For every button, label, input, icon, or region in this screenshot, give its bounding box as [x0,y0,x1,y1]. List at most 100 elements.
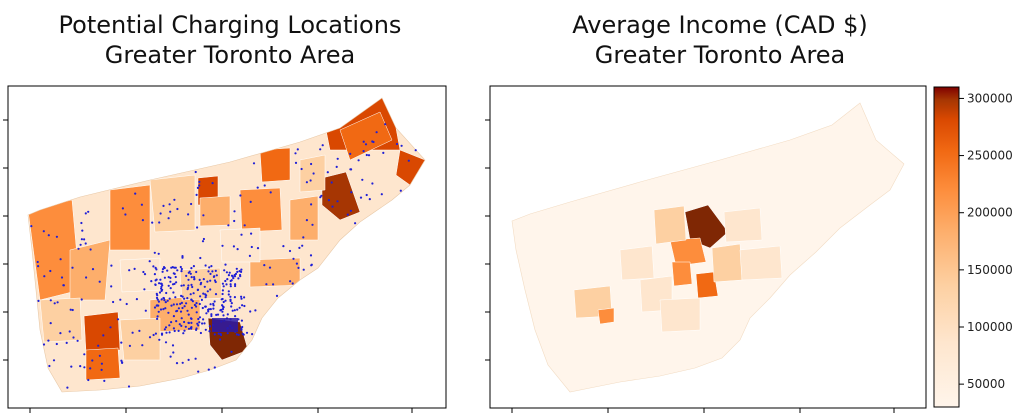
charging-point [240,295,243,298]
charging-point [213,333,216,336]
charging-point [79,243,82,246]
charging-point [327,199,330,202]
charging-point [364,143,368,146]
charging-point [195,270,198,274]
charging-point [237,277,240,280]
charging-point [248,254,251,257]
left-map-region [119,257,161,293]
charging-point [98,280,101,283]
charging-point [350,191,353,194]
charging-point [207,308,210,311]
charging-point [42,230,45,233]
charging-point [296,148,299,151]
charging-point [263,264,266,267]
charging-point [237,333,240,336]
right-map-region [723,207,763,243]
charging-point [382,151,385,154]
charging-point [165,291,168,295]
charging-point [91,359,94,362]
charging-point [163,299,166,302]
charging-point [368,198,371,201]
charging-point [197,317,200,321]
colorbar-tick-label: 200000 [967,206,1013,220]
charging-point [226,313,229,316]
charging-point [236,270,239,273]
charging-point [195,328,198,331]
charging-point [181,361,184,364]
charging-point [269,191,272,194]
charging-point [121,207,124,210]
charging-point [243,224,246,227]
left-map-region [219,227,261,263]
charging-point [186,288,189,291]
charging-point [158,338,161,341]
charging-point [212,304,215,307]
charging-point [163,276,166,279]
charging-point [321,144,324,147]
charging-point [222,285,225,288]
charging-point [187,278,190,281]
charging-point [226,278,229,281]
charging-point [189,293,192,296]
charging-point [291,282,294,285]
charging-point [141,344,144,347]
charging-point [189,317,193,320]
right-map-region [669,237,707,267]
charging-point [209,279,212,282]
charging-point [172,291,175,294]
left-map-region [69,239,111,301]
left-map-region [119,317,161,361]
charging-point [36,260,39,264]
charging-point [224,263,227,266]
charging-point [233,219,236,223]
charging-point [223,269,226,272]
charging-point [219,338,222,341]
charging-point [171,344,175,347]
charging-point [310,264,313,267]
charging-point [66,386,69,389]
right-chart-title: Average Income (CAD $) Greater Toronto A… [500,10,940,70]
charging-point [160,287,163,290]
charging-point [226,332,229,335]
charging-point [263,184,266,187]
charging-point [167,217,170,220]
charging-point [77,247,80,250]
charging-point [60,276,64,279]
charging-point [42,343,46,346]
charging-point [240,270,243,273]
charging-point [173,272,176,275]
charging-point [81,229,84,232]
right-map-regions [573,204,783,333]
charging-point [208,330,211,333]
charging-point [198,321,201,324]
charging-point [196,288,199,292]
charging-point [229,283,232,286]
charging-point [69,308,72,311]
charging-point [400,144,403,147]
charging-point [194,357,197,360]
charging-point [211,182,214,185]
charging-point [49,322,52,325]
charging-point [201,322,204,325]
charging-point [190,321,193,324]
charging-point [305,219,308,222]
charging-point [250,245,253,249]
charging-point [272,283,275,286]
charging-point [204,305,207,308]
charging-point [56,301,59,304]
charging-point [55,342,58,346]
charging-point [241,304,244,307]
charging-point [100,368,103,371]
charging-point [128,344,131,347]
charging-point [199,256,202,260]
colorbar-ticks: 50000 100000 150000 200000 250000 300000 [959,91,1013,391]
charging-point [155,296,159,299]
charging-point [167,284,170,287]
charging-point [208,266,211,269]
charging-point [240,319,243,322]
charging-point [235,267,238,270]
charging-point [152,265,155,268]
charging-point [167,311,170,314]
charging-point [207,270,210,273]
charging-point [229,285,232,288]
